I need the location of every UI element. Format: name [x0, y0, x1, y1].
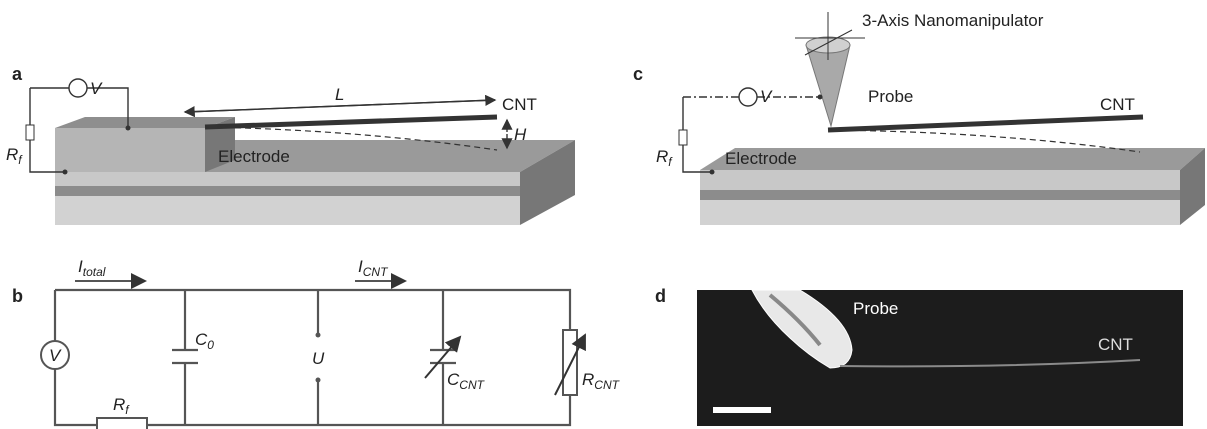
- resistor: [97, 418, 147, 429]
- cnt-label: CNT: [1098, 335, 1133, 354]
- voltmeter-label: V: [760, 87, 773, 106]
- cnt-label: CNT: [502, 95, 537, 114]
- contact: [818, 95, 823, 100]
- electrode-label: Electrode: [725, 149, 797, 168]
- voltmeter-label: V: [90, 79, 103, 98]
- panel-c: c 3-Axis Nanomanipulator Probe CNT Elect…: [633, 11, 1205, 225]
- cnt: [205, 117, 497, 127]
- i-total-label: Itotal: [78, 257, 106, 279]
- variable-resistor: [563, 330, 577, 395]
- capacitor: [172, 290, 198, 425]
- block-front: [55, 128, 205, 172]
- slab-layer: [55, 186, 520, 196]
- panel-label: b: [12, 286, 23, 306]
- probe-label: Probe: [853, 299, 898, 318]
- main: R: [6, 145, 18, 164]
- subscript: f: [18, 153, 23, 167]
- c0-label: C0: [195, 330, 214, 352]
- subscript: CNT: [594, 378, 620, 392]
- main: C: [447, 370, 460, 389]
- slab-layer: [55, 172, 520, 186]
- panel-d: d Probe CNT: [655, 286, 1183, 426]
- resistor-label: Rf: [6, 145, 23, 167]
- main: R: [656, 147, 668, 166]
- u-label: U: [312, 349, 325, 368]
- cnt-label: CNT: [1100, 95, 1135, 114]
- subscript: CNT: [459, 378, 485, 392]
- probe-label: Probe: [868, 87, 913, 106]
- voltmeter: [69, 79, 87, 97]
- voltmeter: [739, 88, 757, 106]
- figure: a L CNT H Electrode V Rf b V Rf C0 U CCN…: [0, 0, 1207, 429]
- terminal-dot: [316, 333, 321, 338]
- contact: [126, 126, 131, 131]
- panel-label: d: [655, 286, 666, 306]
- electrode-label: Electrode: [218, 147, 290, 166]
- main: R: [582, 370, 594, 389]
- manipulator-label: 3-Axis Nanomanipulator: [862, 11, 1044, 30]
- subscript: f: [668, 155, 673, 169]
- resistor-label: Rf: [656, 147, 673, 169]
- panel-b: b V Rf C0 U CCNT RCNT Itotal ICNT: [12, 257, 621, 429]
- scale-bar: [713, 407, 771, 413]
- panel-a: a L CNT H Electrode V Rf: [6, 64, 575, 225]
- subscript: 0: [207, 338, 214, 352]
- resistor: [26, 125, 34, 140]
- cnt: [828, 117, 1143, 130]
- panel-label: c: [633, 64, 643, 84]
- c-cnt-label: CCNT: [447, 370, 486, 392]
- slab-layer: [700, 190, 1180, 200]
- terminal-dot: [316, 378, 321, 383]
- contact: [710, 170, 715, 175]
- contact: [63, 170, 68, 175]
- slab-layer: [55, 196, 520, 225]
- subscript: f: [125, 403, 130, 417]
- resistor: [679, 130, 687, 145]
- r-cnt-label: RCNT: [582, 370, 621, 392]
- length-label: L: [335, 85, 344, 104]
- main: C: [195, 330, 208, 349]
- main: R: [113, 395, 125, 414]
- subscript: CNT: [363, 265, 389, 279]
- i-cnt-label: ICNT: [358, 257, 389, 279]
- source-label: V: [49, 346, 62, 365]
- resistor-label: Rf: [113, 395, 130, 417]
- panel-label: a: [12, 64, 23, 84]
- subscript: total: [83, 265, 106, 279]
- slab-layer: [700, 200, 1180, 225]
- gap-label: H: [514, 125, 527, 144]
- slab-layer: [700, 170, 1180, 190]
